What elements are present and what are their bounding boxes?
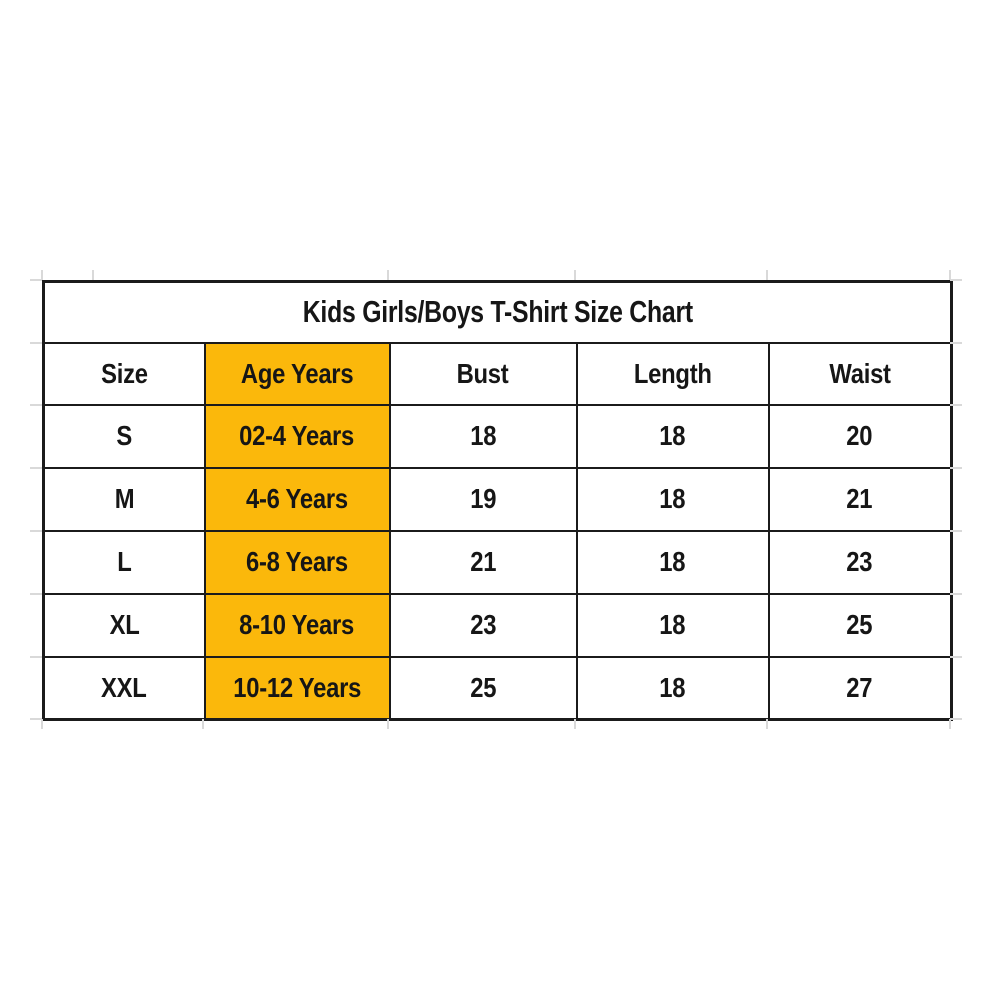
- gridline-stub: [92, 270, 94, 280]
- column-header-size-label: Size: [100, 357, 148, 389]
- title-row: Kids Girls/Boys T-Shirt Size Chart: [42, 280, 953, 344]
- column-header-bust-label: Bust: [457, 357, 509, 389]
- cell-size: XL: [42, 592, 206, 658]
- cell-text: 18: [659, 546, 686, 577]
- gridline-stub: [30, 342, 42, 344]
- gridline-stub: [950, 593, 962, 595]
- cell-length: 18: [575, 592, 770, 658]
- cell-waist: 23: [767, 529, 953, 595]
- gridline-stub: [41, 270, 43, 280]
- cell-size: S: [42, 403, 206, 469]
- cell-bust: 25: [388, 655, 578, 721]
- column-header-waist: Waist: [767, 341, 953, 406]
- column-header-bust: Bust: [388, 341, 578, 406]
- cell-waist: 25: [767, 592, 953, 658]
- gridline-stub: [30, 467, 42, 469]
- table-row-xxl: XXL 10-12 Years 25 18 27: [42, 655, 953, 721]
- cell-text: 4-6 Years: [246, 483, 348, 514]
- cell-age-years: 8-10 Years: [203, 592, 391, 658]
- cell-text: 6-8 Years: [246, 546, 348, 577]
- cell-waist: 20: [767, 403, 953, 469]
- cell-text: 18: [470, 420, 496, 451]
- gridline-stub: [202, 719, 204, 729]
- cell-bust: 21: [388, 529, 578, 595]
- gridline-stub: [950, 530, 962, 532]
- gridline-stub: [30, 530, 42, 532]
- size-chart-table: Kids Girls/Boys T-Shirt Size Chart Size …: [42, 280, 954, 721]
- cell-age-years: 6-8 Years: [203, 529, 391, 595]
- column-header-age-years: Age Years: [203, 341, 391, 406]
- gridline-stub: [950, 718, 962, 720]
- cell-text: 10-12 Years: [233, 671, 361, 703]
- cell-waist: 27: [767, 655, 953, 721]
- column-header-age-years-label: Age Years: [240, 357, 354, 389]
- cell-text: 25: [470, 671, 496, 703]
- cell-age-years: 10-12 Years: [203, 655, 391, 721]
- table-row-xl: XL 8-10 Years 23 18 25: [42, 592, 953, 658]
- gridline-stub: [30, 656, 42, 658]
- gridline-stub: [950, 342, 962, 344]
- header-row: Size Age Years Bust Length Waist: [42, 341, 953, 406]
- cell-text: 18: [659, 483, 686, 514]
- cell-text: 21: [470, 546, 496, 577]
- cell-bust: 18: [388, 403, 578, 469]
- gridline-stub: [950, 404, 962, 406]
- cell-length: 18: [575, 655, 770, 721]
- cell-age-years: 4-6 Years: [203, 466, 391, 532]
- gridline-stub: [30, 404, 42, 406]
- gridline-stub: [41, 719, 43, 729]
- column-header-waist-label: Waist: [829, 357, 891, 389]
- cell-bust: 19: [388, 466, 578, 532]
- cell-text: 18: [659, 671, 686, 703]
- cell-length: 18: [575, 529, 770, 595]
- gridline-stub: [30, 279, 42, 281]
- cell-text: XL: [109, 609, 140, 640]
- gridline-stub: [30, 718, 42, 720]
- column-header-size: Size: [42, 341, 206, 406]
- gridline-stub: [766, 270, 768, 280]
- cell-text: L: [117, 546, 132, 577]
- cell-text: 25: [846, 609, 873, 640]
- gridline-stub: [766, 719, 768, 729]
- cell-size: XXL: [42, 655, 206, 721]
- gridline-stub: [949, 270, 951, 280]
- cell-text: XXL: [101, 671, 148, 703]
- gridline-stub: [30, 593, 42, 595]
- cell-age-years: 02-4 Years: [203, 403, 391, 469]
- column-header-length-label: Length: [633, 357, 712, 389]
- cell-text: 02-4 Years: [239, 420, 355, 451]
- cell-waist: 21: [767, 466, 953, 532]
- gridline-stub: [950, 279, 962, 281]
- table-row-s: S 02-4 Years 18 18 20: [42, 403, 953, 469]
- cell-text: 23: [470, 609, 496, 640]
- table-title-text: Kids Girls/Boys T-Shirt Size Chart: [302, 294, 693, 330]
- cell-length: 18: [575, 466, 770, 532]
- cell-size: M: [42, 466, 206, 532]
- gridline-stub: [950, 656, 962, 658]
- cell-text: 18: [659, 420, 686, 451]
- cell-text: 21: [846, 483, 873, 514]
- gridline-stub: [387, 719, 389, 729]
- cell-text: 20: [846, 420, 873, 451]
- table-title: Kids Girls/Boys T-Shirt Size Chart: [42, 280, 953, 344]
- cell-text: S: [116, 420, 133, 451]
- column-header-length: Length: [575, 341, 770, 406]
- gridline-stub: [949, 719, 951, 729]
- gridline-stub: [387, 270, 389, 280]
- cell-bust: 23: [388, 592, 578, 658]
- cell-text: M: [114, 483, 135, 514]
- gridline-stub: [950, 467, 962, 469]
- cell-text: 19: [470, 483, 496, 514]
- cell-size: L: [42, 529, 206, 595]
- cell-length: 18: [575, 403, 770, 469]
- cell-text: 27: [846, 671, 873, 703]
- table-row-l: L 6-8 Years 21 18 23: [42, 529, 953, 595]
- gridline-stub: [574, 270, 576, 280]
- gridline-stub: [574, 719, 576, 729]
- table-row-m: M 4-6 Years 19 18 21: [42, 466, 953, 532]
- cell-text: 18: [659, 609, 686, 640]
- cell-text: 23: [846, 546, 873, 577]
- cell-text: 8-10 Years: [239, 609, 355, 640]
